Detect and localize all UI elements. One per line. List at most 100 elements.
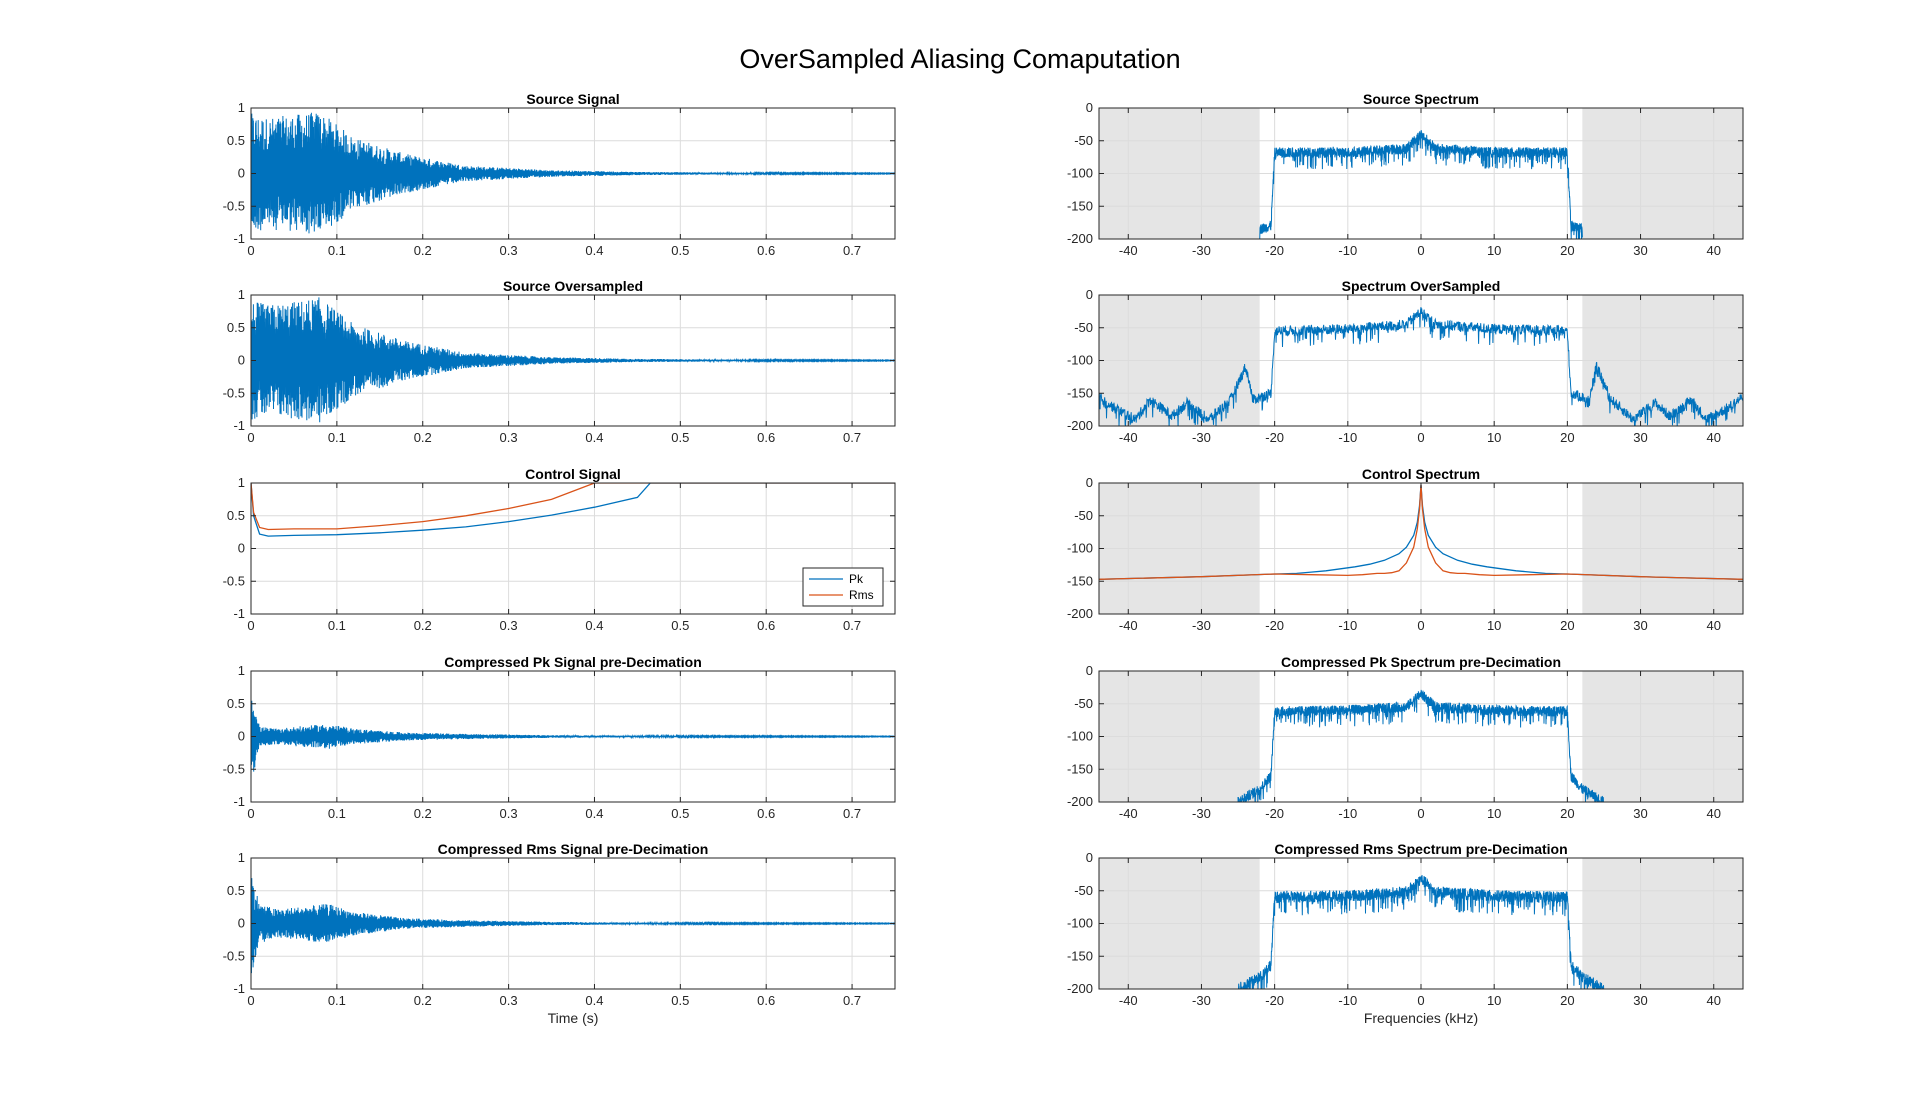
x-tick-label-7: 30 bbox=[1633, 618, 1647, 633]
y-tick-label-1: -150 bbox=[1067, 198, 1093, 213]
x-axis-label: Time (s) bbox=[548, 1010, 599, 1026]
y-tick-label-1: -150 bbox=[1067, 948, 1093, 963]
legend: Pk Rms bbox=[802, 567, 884, 607]
subplot-compressed-rms-signal: 0 0.1 0.2 0.3 0.4 0.5 0.6 0.7 -1 -0.5 0 0.5 1 Compres… bbox=[223, 841, 896, 1026]
y-tick-label-3: 0.5 bbox=[227, 883, 245, 898]
y-tick-label-2: -100 bbox=[1067, 541, 1093, 556]
x-tick-label-4: 0 bbox=[1417, 618, 1424, 633]
x-tick-label-5: 0.5 bbox=[671, 430, 689, 445]
y-tick-label-2: 0 bbox=[238, 916, 245, 931]
x-tick-label-0: -40 bbox=[1119, 430, 1138, 445]
x-tick-label-7: 30 bbox=[1633, 806, 1647, 821]
legend-label-rms: Rms bbox=[849, 588, 874, 602]
subplot-title: Compressed Pk Spectrum pre-Decimation bbox=[1281, 654, 1561, 670]
y-tick-label-2: 0 bbox=[238, 353, 245, 368]
x-tick-label-8: 40 bbox=[1706, 993, 1720, 1008]
x-tick-label-0: 0 bbox=[247, 618, 254, 633]
x-tick-label-7: 30 bbox=[1633, 243, 1647, 258]
x-tick-label-4: 0.4 bbox=[585, 993, 603, 1008]
y-tick-label-3: 0.5 bbox=[227, 320, 245, 335]
x-tick-label-5: 10 bbox=[1487, 243, 1501, 258]
y-tick-label-3: 0.5 bbox=[227, 508, 245, 523]
x-tick-label-5: 10 bbox=[1487, 993, 1501, 1008]
legend-box bbox=[802, 567, 884, 607]
x-tick-label-2: -20 bbox=[1265, 243, 1284, 258]
series-group bbox=[251, 112, 895, 234]
x-tick-label-2: -20 bbox=[1265, 993, 1284, 1008]
y-tick-label-3: 0.5 bbox=[227, 696, 245, 711]
y-tick-label-3: -50 bbox=[1074, 133, 1093, 148]
y-tick-label-3: -50 bbox=[1074, 508, 1093, 523]
x-tick-label-6: 20 bbox=[1560, 243, 1574, 258]
x-tick-label-6: 0.6 bbox=[757, 618, 775, 633]
y-tick-label-0: -1 bbox=[233, 981, 245, 996]
x-tick-label-5: 0.5 bbox=[671, 618, 689, 633]
x-tick-label-5: 0.5 bbox=[671, 243, 689, 258]
x-tick-label-0: 0 bbox=[247, 430, 254, 445]
x-tick-label-7: 0.7 bbox=[843, 806, 861, 821]
subplot-spectrum-oversampled: -40 -30 -20 -10 0 10 20 30 40-200-150-100-500Spe… bbox=[1067, 278, 1744, 445]
x-tick-label-1: -30 bbox=[1192, 430, 1211, 445]
x-tick-label-1: 0.1 bbox=[328, 806, 346, 821]
y-tick-label-4: 1 bbox=[238, 475, 245, 490]
y-tick-label-3: -50 bbox=[1074, 883, 1093, 898]
x-tick-label-5: 10 bbox=[1487, 430, 1501, 445]
y-tick-label-2: 0 bbox=[238, 166, 245, 181]
y-tick-label-4: 1 bbox=[238, 850, 245, 865]
x-tick-label-7: 0.7 bbox=[843, 993, 861, 1008]
y-tick-label-2: 0 bbox=[238, 729, 245, 744]
x-tick-label-4: 0 bbox=[1417, 993, 1424, 1008]
spectrum-trace-0 bbox=[1259, 130, 1583, 239]
x-tick-label-7: 0.7 bbox=[843, 243, 861, 258]
subplot-title: Compressed Rms Signal pre-Decimation bbox=[438, 841, 709, 857]
x-tick-label-2: 0.2 bbox=[414, 618, 432, 633]
x-tick-label-6: 0.6 bbox=[757, 430, 775, 445]
x-tick-label-3: -10 bbox=[1338, 618, 1357, 633]
x-tick-label-2: -20 bbox=[1265, 618, 1284, 633]
x-tick-label-2: -20 bbox=[1265, 806, 1284, 821]
y-tick-label-4: 0 bbox=[1086, 663, 1093, 678]
y-tick-label-1: -0.5 bbox=[223, 385, 245, 400]
x-tick-label-3: 0.3 bbox=[500, 618, 518, 633]
x-tick-label-2: 0.2 bbox=[414, 430, 432, 445]
x-tick-label-3: 0.3 bbox=[500, 993, 518, 1008]
x-tick-label-7: 0.7 bbox=[843, 430, 861, 445]
x-axis-label: Frequencies (kHz) bbox=[1364, 1010, 1478, 1026]
subplot-compressed-pk-signal: 0 0.1 0.2 0.3 0.4 0.5 0.6 0.7 -1 -0.5 0 0.5 1 Compres… bbox=[223, 654, 896, 821]
x-tick-label-4: 0 bbox=[1417, 430, 1424, 445]
x-tick-label-6: 20 bbox=[1560, 430, 1574, 445]
y-tick-label-3: 0.5 bbox=[227, 133, 245, 148]
x-tick-label-8: 40 bbox=[1706, 243, 1720, 258]
x-tick-label-1: -30 bbox=[1192, 243, 1211, 258]
y-tick-label-2: 0 bbox=[238, 541, 245, 556]
x-tick-label-2: 0.2 bbox=[414, 243, 432, 258]
y-tick-label-1: -0.5 bbox=[223, 948, 245, 963]
x-tick-label-3: 0.3 bbox=[500, 243, 518, 258]
x-tick-label-8: 40 bbox=[1706, 618, 1720, 633]
x-tick-label-3: -10 bbox=[1338, 993, 1357, 1008]
x-tick-label-6: 20 bbox=[1560, 618, 1574, 633]
y-tick-label-4: 1 bbox=[238, 287, 245, 302]
spectrum-trace-0 bbox=[1099, 307, 1743, 426]
y-tick-label-1: -150 bbox=[1067, 385, 1093, 400]
y-tick-label-2: -100 bbox=[1067, 353, 1093, 368]
x-tick-label-1: 0.1 bbox=[328, 243, 346, 258]
y-tick-label-4: 0 bbox=[1086, 100, 1093, 115]
x-tick-label-8: 40 bbox=[1706, 430, 1720, 445]
x-tick-label-7: 30 bbox=[1633, 430, 1647, 445]
x-tick-label-3: -10 bbox=[1338, 430, 1357, 445]
spectrum-trace-0 bbox=[1237, 875, 1605, 989]
x-tick-label-4: 0.4 bbox=[585, 806, 603, 821]
x-tick-label-1: -30 bbox=[1192, 618, 1211, 633]
y-tick-label-2: -100 bbox=[1067, 729, 1093, 744]
spectrum-trace-0 bbox=[1237, 689, 1604, 802]
x-tick-label-3: -10 bbox=[1338, 243, 1357, 258]
x-tick-label-1: 0.1 bbox=[328, 993, 346, 1008]
x-tick-label-0: -40 bbox=[1119, 243, 1138, 258]
x-tick-label-0: 0 bbox=[247, 993, 254, 1008]
series-group bbox=[251, 297, 895, 423]
subplot-title: Spectrum OverSampled bbox=[1342, 278, 1501, 294]
x-tick-label-8: 40 bbox=[1706, 806, 1720, 821]
x-tick-label-6: 20 bbox=[1560, 993, 1574, 1008]
